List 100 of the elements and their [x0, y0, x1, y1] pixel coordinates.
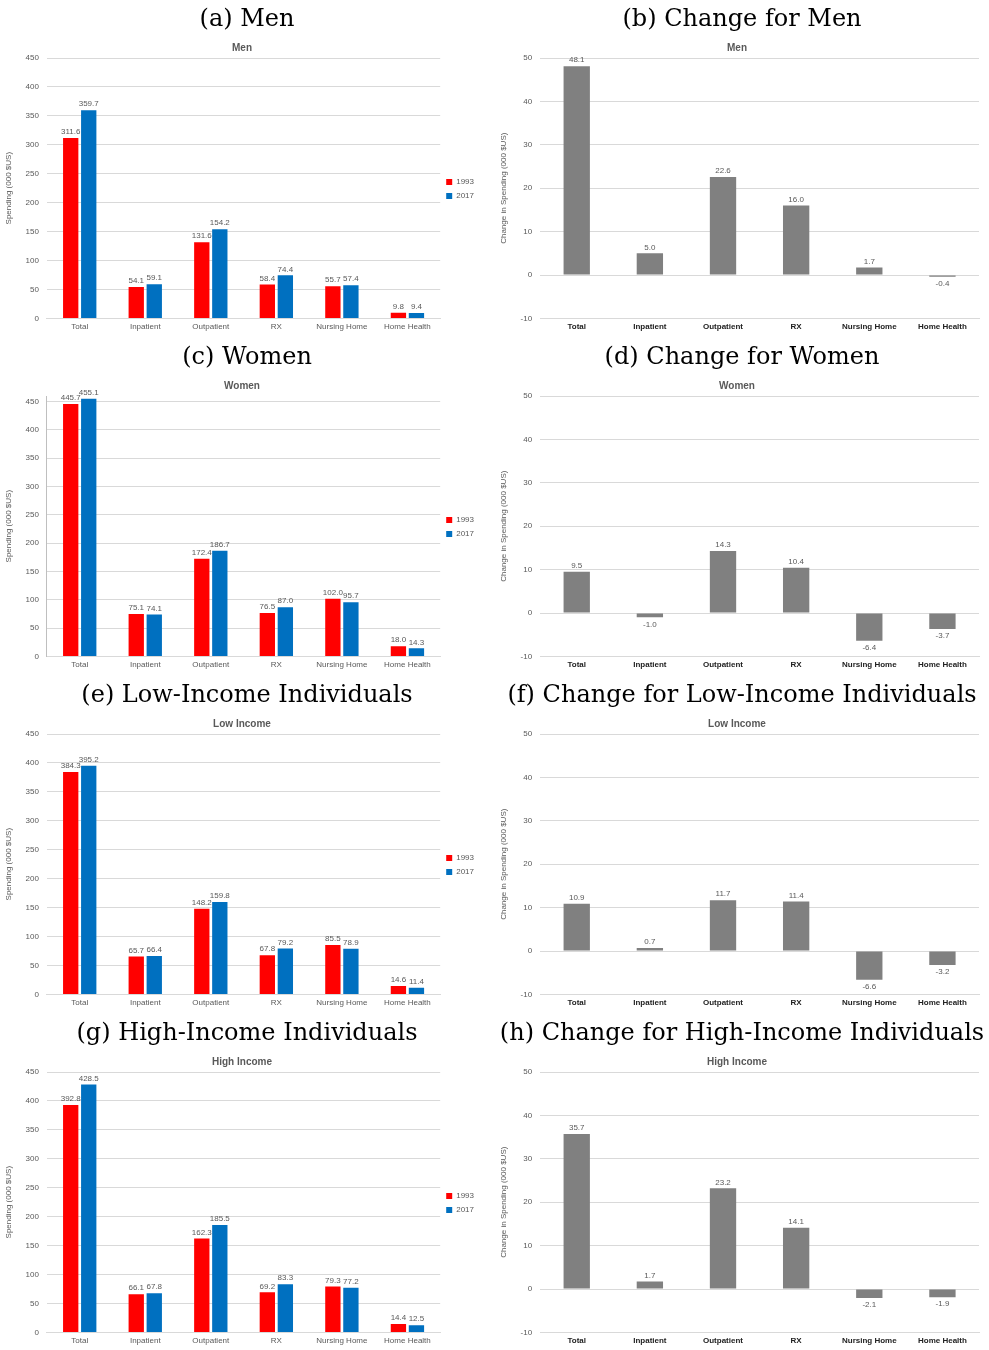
data-label: 79.2	[277, 937, 294, 947]
x-tick-label: Total	[71, 322, 89, 332]
bar	[63, 1105, 79, 1332]
y-tick-label: 250	[25, 1182, 40, 1192]
bar	[343, 948, 359, 994]
x-tick-label: Nursing Home	[316, 660, 368, 670]
y-tick-label: 150	[25, 1240, 40, 1250]
x-tick-label: Home Health	[384, 1336, 431, 1346]
y-tick-label: 0	[34, 989, 40, 999]
y-tick-label: 0	[34, 313, 40, 323]
data-label: -3.7	[935, 631, 950, 641]
y-tick-label: 30	[523, 1154, 533, 1163]
data-label: 54.1	[128, 276, 145, 286]
bar	[929, 1289, 956, 1298]
data-label: -2.1	[862, 1300, 877, 1310]
data-label: 67.8	[259, 944, 276, 954]
data-label: 395.2	[78, 754, 100, 764]
bar	[128, 956, 144, 994]
bar	[81, 1084, 97, 1332]
x-tick-label: RX	[270, 1336, 283, 1346]
bar	[63, 772, 79, 994]
data-label: 85.5	[325, 934, 342, 944]
chart-title: (b) Change for Men	[621, 3, 863, 34]
data-label: 359.7	[78, 99, 100, 109]
bar	[146, 284, 162, 318]
data-label: 83.3	[277, 1273, 294, 1283]
x-tick-label: Nursing Home	[841, 1336, 898, 1346]
x-tick-label: Home Health	[917, 322, 967, 332]
bar	[63, 404, 79, 656]
data-label: 65.7	[128, 945, 145, 955]
chart-subtitle: Low Income	[708, 717, 767, 729]
x-tick-label: Total	[567, 998, 586, 1008]
bar	[709, 900, 737, 951]
x-tick-label: Outpatient	[192, 998, 231, 1008]
data-label: 9.8	[392, 301, 405, 311]
y-axis-title: Spending (000 $US)	[4, 1165, 13, 1239]
x-tick-label: Total	[71, 998, 89, 1008]
y-tick-label: 100	[25, 594, 40, 604]
data-label: 5.0	[644, 242, 656, 252]
y-tick-label: 150	[25, 566, 40, 576]
data-label: 11.4	[408, 977, 425, 987]
bar	[709, 550, 737, 613]
x-tick-label: RX	[790, 660, 803, 670]
bar	[325, 944, 341, 994]
data-label: 55.7	[325, 275, 342, 285]
bar	[277, 275, 294, 318]
data-label: 74.4	[277, 264, 294, 274]
bar	[81, 398, 97, 656]
x-tick-label: Inpatient	[129, 1336, 162, 1346]
bar	[856, 1289, 883, 1299]
data-label: 384.3	[60, 761, 82, 771]
x-tick-label: Total	[567, 322, 586, 332]
x-tick-label: Home Health	[384, 998, 431, 1008]
chart-title: (g) High-Income Individuals	[75, 1017, 419, 1048]
data-label: 14.3	[715, 540, 732, 550]
x-tick-label: Inpatient	[633, 660, 667, 670]
y-tick-label: 30	[523, 816, 533, 825]
x-tick-label: RX	[270, 660, 283, 670]
bar	[390, 985, 407, 994]
bar	[325, 598, 341, 656]
y-tick-label: 150	[25, 226, 40, 236]
y-tick-label: 30	[523, 140, 533, 149]
x-tick-label: Inpatient	[129, 998, 162, 1008]
y-tick-label: 20	[523, 521, 533, 531]
data-label: 66.4	[146, 945, 163, 955]
bar	[408, 312, 425, 318]
x-tick-label: Outpatient	[192, 1336, 231, 1346]
legend-label: 1993	[456, 515, 475, 525]
legend-label: 1993	[456, 1191, 475, 1201]
bar	[259, 613, 275, 656]
chart-title: (d) Change for Women	[603, 341, 881, 372]
bar	[259, 955, 275, 994]
data-label: 0.7	[644, 937, 656, 947]
bar	[563, 1134, 590, 1289]
data-label: 172.4	[191, 548, 213, 558]
bar	[408, 987, 425, 994]
legend-label: 1993	[456, 853, 475, 863]
bar	[563, 66, 590, 275]
y-tick-label: 250	[25, 844, 40, 854]
data-label: 392.8	[60, 1094, 82, 1104]
x-tick-label: Outpatient	[192, 322, 231, 332]
chart-title: (h) Change for High-Income Individuals	[498, 1017, 986, 1048]
y-tick-label: 350	[25, 1125, 40, 1135]
y-tick-label: 40	[523, 434, 533, 444]
bar	[259, 284, 275, 318]
legend-label: 2017	[456, 1205, 475, 1215]
data-label: -0.4	[935, 278, 950, 288]
y-axis-title: Change in Spending (000 $US)	[499, 132, 508, 244]
y-tick-label: 40	[523, 1110, 533, 1120]
y-tick-label: -10	[520, 989, 533, 999]
x-tick-label: Total	[71, 660, 89, 670]
bar	[929, 613, 956, 630]
bar	[782, 1227, 810, 1289]
data-label: 11.7	[715, 889, 732, 899]
data-label: 162.3	[191, 1227, 213, 1237]
x-tick-label: Home Health	[917, 998, 967, 1008]
data-label: 11.4	[788, 890, 805, 900]
bar	[343, 602, 359, 656]
x-tick-label: Total	[567, 660, 586, 670]
chart-subtitle: Women	[719, 379, 755, 391]
